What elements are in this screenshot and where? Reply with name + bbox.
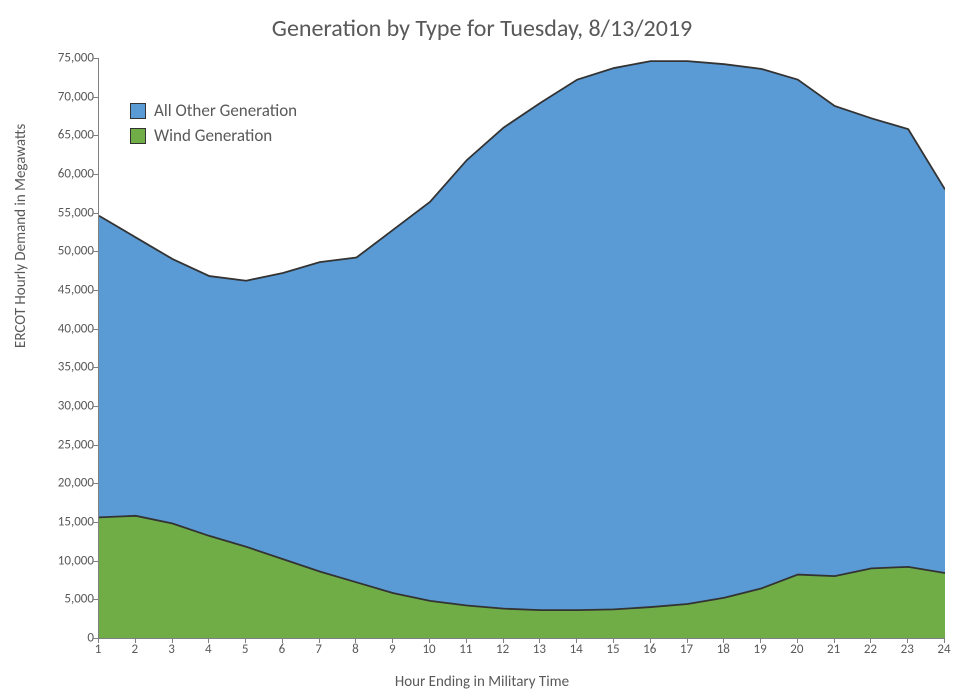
legend-item-other: All Other Generation xyxy=(130,100,297,121)
x-tick-mark xyxy=(650,638,651,643)
x-tick-label: 1 xyxy=(95,642,102,657)
x-tick-mark xyxy=(392,638,393,643)
x-tick-label: 17 xyxy=(680,642,693,657)
x-tick-label: 7 xyxy=(315,642,322,657)
x-tick-label: 16 xyxy=(643,642,656,657)
y-tick-label: 35,000 xyxy=(34,360,94,375)
x-tick-mark xyxy=(466,638,467,643)
x-tick-mark xyxy=(282,638,283,643)
y-tick-mark xyxy=(93,445,98,446)
legend-label-wind: Wind Generation xyxy=(154,125,272,146)
x-tick-mark xyxy=(760,638,761,643)
x-tick-mark xyxy=(723,638,724,643)
legend-label-other: All Other Generation xyxy=(154,100,297,121)
y-tick-mark xyxy=(93,483,98,484)
legend-swatch-other xyxy=(130,103,146,119)
legend: All Other Generation Wind Generation xyxy=(130,100,297,150)
y-tick-mark xyxy=(93,251,98,252)
x-tick-label: 20 xyxy=(790,642,803,657)
x-tick-mark xyxy=(208,638,209,643)
y-tick-label: 75,000 xyxy=(34,51,94,66)
y-tick-label: 10,000 xyxy=(34,553,94,568)
x-tick-label: 10 xyxy=(422,642,435,657)
x-tick-mark xyxy=(245,638,246,643)
y-tick-label: 70,000 xyxy=(34,89,94,104)
x-tick-label: 18 xyxy=(717,642,730,657)
y-tick-label: 40,000 xyxy=(34,321,94,336)
x-tick-mark xyxy=(834,638,835,643)
x-tick-label: 22 xyxy=(864,642,877,657)
y-axis-title: ERCOT Hourly Demand in Megawatts xyxy=(12,124,30,348)
y-tick-mark xyxy=(93,406,98,407)
x-tick-mark xyxy=(613,638,614,643)
x-tick-mark xyxy=(797,638,798,643)
y-tick-label: 25,000 xyxy=(34,437,94,452)
x-tick-mark xyxy=(944,638,945,643)
x-tick-label: 21 xyxy=(827,642,840,657)
x-tick-mark xyxy=(539,638,540,643)
legend-swatch-wind xyxy=(130,128,146,144)
x-tick-label: 3 xyxy=(168,642,175,657)
y-tick-label: 45,000 xyxy=(34,283,94,298)
x-tick-mark xyxy=(135,638,136,643)
y-tick-label: 0 xyxy=(34,631,94,646)
y-tick-mark xyxy=(93,174,98,175)
legend-item-wind: Wind Generation xyxy=(130,125,297,146)
y-tick-label: 5,000 xyxy=(34,592,94,607)
x-tick-label: 2 xyxy=(131,642,138,657)
x-tick-mark xyxy=(319,638,320,643)
y-tick-label: 55,000 xyxy=(34,205,94,220)
y-tick-mark xyxy=(93,522,98,523)
x-tick-mark xyxy=(172,638,173,643)
generation-chart: Generation by Type for Tuesday, 8/13/201… xyxy=(0,0,964,699)
y-tick-label: 65,000 xyxy=(34,128,94,143)
x-tick-label: 12 xyxy=(496,642,509,657)
y-tick-label: 50,000 xyxy=(34,244,94,259)
x-tick-label: 11 xyxy=(459,642,472,657)
x-tick-label: 15 xyxy=(606,642,619,657)
x-tick-mark xyxy=(355,638,356,643)
x-tick-label: 8 xyxy=(352,642,359,657)
y-tick-mark xyxy=(93,290,98,291)
y-tick-mark xyxy=(93,367,98,368)
x-tick-mark xyxy=(576,638,577,643)
x-tick-mark xyxy=(870,638,871,643)
y-tick-mark xyxy=(93,135,98,136)
chart-title: Generation by Type for Tuesday, 8/13/201… xyxy=(0,14,964,43)
x-tick-label: 6 xyxy=(279,642,286,657)
y-tick-mark xyxy=(93,561,98,562)
x-tick-label: 23 xyxy=(901,642,914,657)
y-tick-mark xyxy=(93,97,98,98)
x-tick-label: 13 xyxy=(533,642,546,657)
x-axis-title: Hour Ending in Military Time xyxy=(0,673,964,691)
x-tick-mark xyxy=(98,638,99,643)
y-tick-label: 60,000 xyxy=(34,167,94,182)
y-tick-mark xyxy=(93,213,98,214)
y-tick-mark xyxy=(93,599,98,600)
y-tick-mark xyxy=(93,329,98,330)
x-tick-mark xyxy=(429,638,430,643)
x-tick-mark xyxy=(907,638,908,643)
y-tick-label: 30,000 xyxy=(34,399,94,414)
y-tick-mark xyxy=(93,58,98,59)
x-tick-label: 14 xyxy=(570,642,583,657)
x-tick-label: 5 xyxy=(242,642,249,657)
x-tick-label: 4 xyxy=(205,642,212,657)
y-tick-label: 15,000 xyxy=(34,515,94,530)
y-tick-label: 20,000 xyxy=(34,476,94,491)
x-tick-label: 19 xyxy=(753,642,766,657)
x-tick-mark xyxy=(687,638,688,643)
x-tick-label: 24 xyxy=(937,642,950,657)
x-tick-label: 9 xyxy=(389,642,396,657)
x-tick-mark xyxy=(503,638,504,643)
